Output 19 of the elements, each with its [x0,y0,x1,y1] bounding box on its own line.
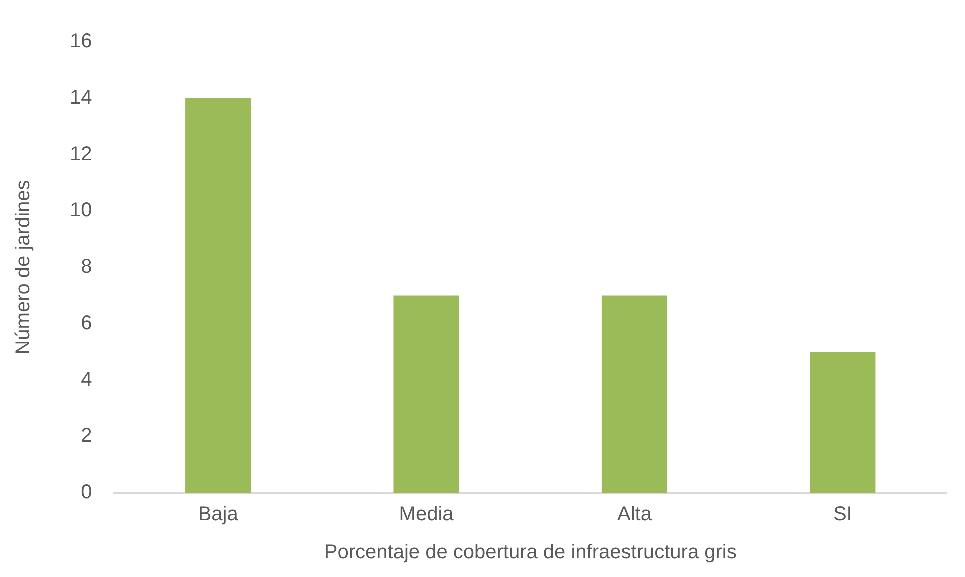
bar [810,352,876,493]
y-tick-label: 16 [70,30,92,53]
bar [186,98,252,493]
x-tick-label: Media [399,504,455,526]
x-tick-label: Alta [617,504,653,526]
y-tick-label: 14 [70,86,92,109]
y-tick-label: 8 [81,256,92,278]
y-axis-title: Número de jardines [12,180,35,355]
y-tick-label: 2 [81,425,92,448]
x-axis-title: Porcentaje de cobertura de infraestructura gris [324,542,737,564]
bar [602,296,668,493]
bar [394,296,460,493]
y-tick-label: 12 [70,143,92,166]
y-tick-label: 10 [70,200,92,222]
y-tick-label: 6 [81,312,92,334]
y-tick-label: 0 [81,482,92,504]
x-tick-label: Baja [198,504,240,526]
y-tick-label: 4 [81,368,92,391]
x-tick-label: SI [833,504,852,526]
